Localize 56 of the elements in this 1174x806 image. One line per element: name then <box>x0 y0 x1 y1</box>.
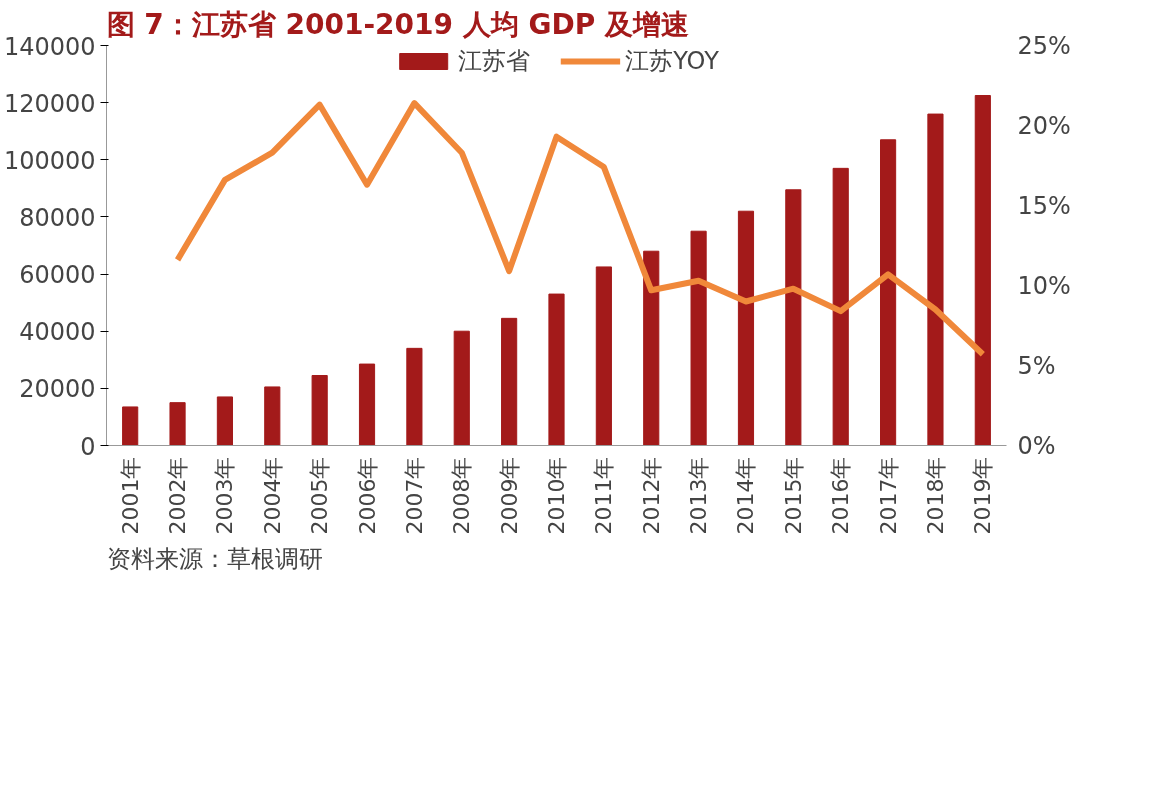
x-tick-label: 2005年 <box>307 456 333 535</box>
y2-tick-label: 0% <box>1017 431 1056 460</box>
legend-label: 江苏省 <box>458 46 531 77</box>
bar <box>406 347 423 446</box>
bar <box>264 386 281 446</box>
bar <box>880 139 897 446</box>
x-tick-label: 2017年 <box>875 456 901 535</box>
bar <box>358 363 376 446</box>
bar <box>737 210 755 446</box>
bar <box>501 317 518 446</box>
x-tick-label: 2009年 <box>496 456 522 535</box>
x-tick-label: 2015年 <box>780 456 806 535</box>
x-tick-label: 2008年 <box>449 456 475 535</box>
y2-tick-label: 15% <box>1017 191 1071 220</box>
y-tick-label: 60000 <box>19 261 96 290</box>
x-tick-label: 2014年 <box>733 456 759 535</box>
bar <box>311 375 328 446</box>
bar <box>453 330 470 446</box>
x-tick-label: 2011年 <box>591 456 617 535</box>
x-tick-label: 2016年 <box>828 456 854 535</box>
y2-tick-label: 20% <box>1017 111 1071 140</box>
y-tick-label: 40000 <box>19 318 96 347</box>
y-tick-label: 0 <box>80 432 96 461</box>
x-tick-label: 2007年 <box>401 456 427 535</box>
y-tick-label: 100000 <box>3 146 96 175</box>
text: 资料来源：草根调研 <box>106 544 323 573</box>
bar <box>832 167 849 446</box>
bar <box>974 95 991 446</box>
bar <box>927 113 944 446</box>
x-tick-label: 2010年 <box>544 456 569 535</box>
y-tick-label: 140000 <box>3 32 96 61</box>
x-tick-label: 2018年 <box>922 456 948 535</box>
x-tick-label: 2013年 <box>686 456 712 535</box>
y-tick-label: 20000 <box>19 375 96 404</box>
bar <box>690 230 707 446</box>
y-tick-label: 120000 <box>3 89 96 118</box>
x-tick-label: 2012年 <box>638 456 664 535</box>
y2-tick-label: 10% <box>1017 271 1071 300</box>
x-tick-label: 2004年 <box>259 456 285 535</box>
bar <box>643 250 660 446</box>
bar <box>785 189 802 446</box>
bar <box>595 266 612 446</box>
bar <box>169 402 186 446</box>
x-tick-label: 2001年 <box>117 456 143 535</box>
x-tick-label: 2002年 <box>165 456 191 535</box>
legend-label: 江苏YOY <box>625 46 719 77</box>
x-tick-label: 2006年 <box>354 456 380 535</box>
y2-tick-label: 5% <box>1017 351 1056 380</box>
y2-tick-label: 25% <box>1017 31 1071 60</box>
y-tick-label: 80000 <box>19 203 96 232</box>
chart-title: 图 7：江苏省 2001-2019 人均 GDP 及增速 <box>106 7 689 41</box>
x-tick-label: 2003年 <box>212 456 238 535</box>
x-tick-label: 2019年 <box>970 456 996 535</box>
bar <box>122 406 139 446</box>
bar <box>216 396 233 446</box>
bar <box>548 293 565 446</box>
